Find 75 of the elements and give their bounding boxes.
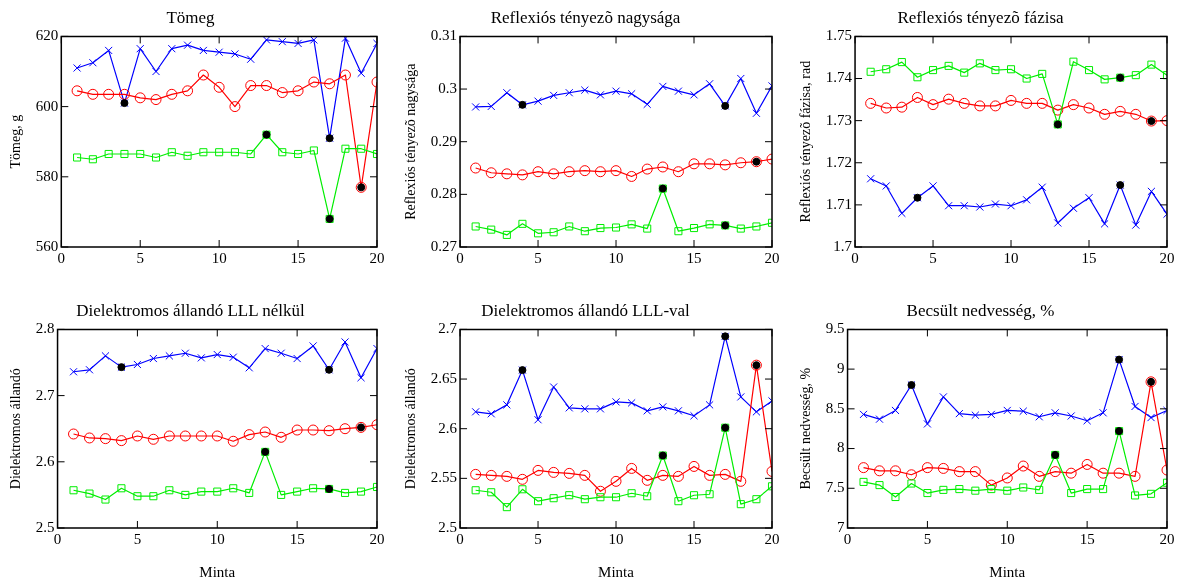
chart-title: Tömeg [166, 7, 216, 27]
chart-title: Reflexiós tényezõ nagysága [490, 7, 681, 27]
x-tick-label: 20 [1159, 530, 1175, 547]
y-tick-label: 0.28 [430, 185, 458, 202]
y-tick-label: 9.5 [825, 320, 845, 337]
y-tick-label: 2.8 [35, 320, 55, 337]
x-tick-label: 20 [1159, 249, 1175, 266]
y-tick-label: 1.7 [833, 237, 853, 254]
x-axis-title: Minta [199, 563, 236, 580]
y-tick-label: 1.72 [825, 153, 853, 170]
x-tick-label: 5 [923, 530, 932, 547]
x-tick-label: 20 [764, 530, 780, 547]
chart-title: Dielektromos állandó LLL nélkül [76, 300, 305, 320]
y-axis-title: Becsült nedvesség, % [798, 367, 814, 490]
x-tick-label: 10 [999, 530, 1015, 547]
y-tick-label: 1.71 [825, 195, 853, 212]
x-tick-label: 20 [764, 249, 780, 266]
x-tick-label: 15 [289, 530, 305, 547]
x-tick-label: 0 [57, 249, 66, 266]
chart-title: Becsült nedvesség, % [906, 300, 1055, 320]
x-tick-label: 15 [1081, 249, 1097, 266]
x-tick-label: 5 [534, 249, 542, 266]
y-tick-label: 2.5 [438, 518, 458, 535]
y-tick-label: 2.7 [35, 386, 56, 403]
y-tick-label: 0.27 [430, 237, 458, 254]
y-tick-label: 2.55 [430, 469, 458, 486]
x-tick-label: 0 [851, 249, 859, 266]
x-tick-label: 10 [211, 249, 227, 266]
x-tick-label: 20 [369, 249, 385, 266]
y-tick-label: 2.6 [35, 452, 56, 469]
y-tick-label: 1.73 [825, 111, 853, 128]
y-tick-label: 0.31 [430, 27, 458, 44]
y-tick-label: 7.5 [825, 479, 845, 496]
y-axis-title: Dielektromos állandó [8, 368, 24, 490]
y-tick-label: 2.5 [35, 518, 55, 535]
x-tick-label: 10 [608, 249, 624, 266]
y-axis-title: Tömeg, g [8, 114, 24, 169]
chart-title: Dielektromos állandó LLL-val [481, 300, 691, 320]
x-tick-label: 0 [456, 530, 464, 547]
y-tick-label: 0.29 [430, 132, 458, 149]
x-tick-label: 5 [133, 530, 142, 547]
x-tick-label: 10 [1003, 249, 1019, 266]
y-tick-label: 8 [837, 439, 845, 456]
y-tick-label: 0.3 [438, 79, 458, 96]
y-axis-title: Reflexiós tényezõ nagysága [403, 62, 419, 220]
x-tick-label: 5 [136, 249, 144, 266]
y-tick-label: 2.6 [438, 419, 458, 436]
y-tick-label: 8.5 [825, 399, 845, 416]
x-tick-label: 15 [1079, 530, 1095, 547]
x-tick-label: 10 [608, 530, 624, 547]
x-tick-label: 15 [686, 249, 702, 266]
y-tick-label: 560 [35, 237, 59, 254]
x-tick-label: 0 [53, 530, 62, 547]
y-tick-label: 580 [35, 167, 59, 184]
x-tick-label: 20 [369, 530, 385, 547]
x-tick-label: 15 [290, 249, 306, 266]
x-axis-title: Minta [598, 563, 635, 580]
y-axis-title: Dielektromos állandó [403, 368, 419, 490]
x-tick-label: 10 [209, 530, 225, 547]
x-tick-label: 15 [686, 530, 702, 547]
x-axis-title: Minta [989, 563, 1026, 580]
y-tick-label: 9 [837, 360, 845, 377]
y-tick-label: 1.75 [825, 27, 853, 44]
x-tick-label: 0 [456, 249, 464, 266]
y-axis-title: Reflexiós tényezõ fázisa, rad [798, 60, 814, 223]
y-tick-label: 7 [837, 518, 846, 535]
y-tick-label: 620 [35, 27, 59, 44]
y-tick-label: 600 [35, 97, 59, 114]
x-tick-label: 0 [843, 530, 852, 547]
y-tick-label: 2.7 [438, 320, 458, 337]
y-tick-label: 2.65 [430, 369, 458, 386]
chart-title: Reflexiós tényezõ fázisa [897, 7, 1065, 27]
y-tick-label: 1.74 [825, 69, 853, 86]
x-tick-label: 5 [534, 530, 542, 547]
x-tick-label: 5 [929, 249, 937, 266]
